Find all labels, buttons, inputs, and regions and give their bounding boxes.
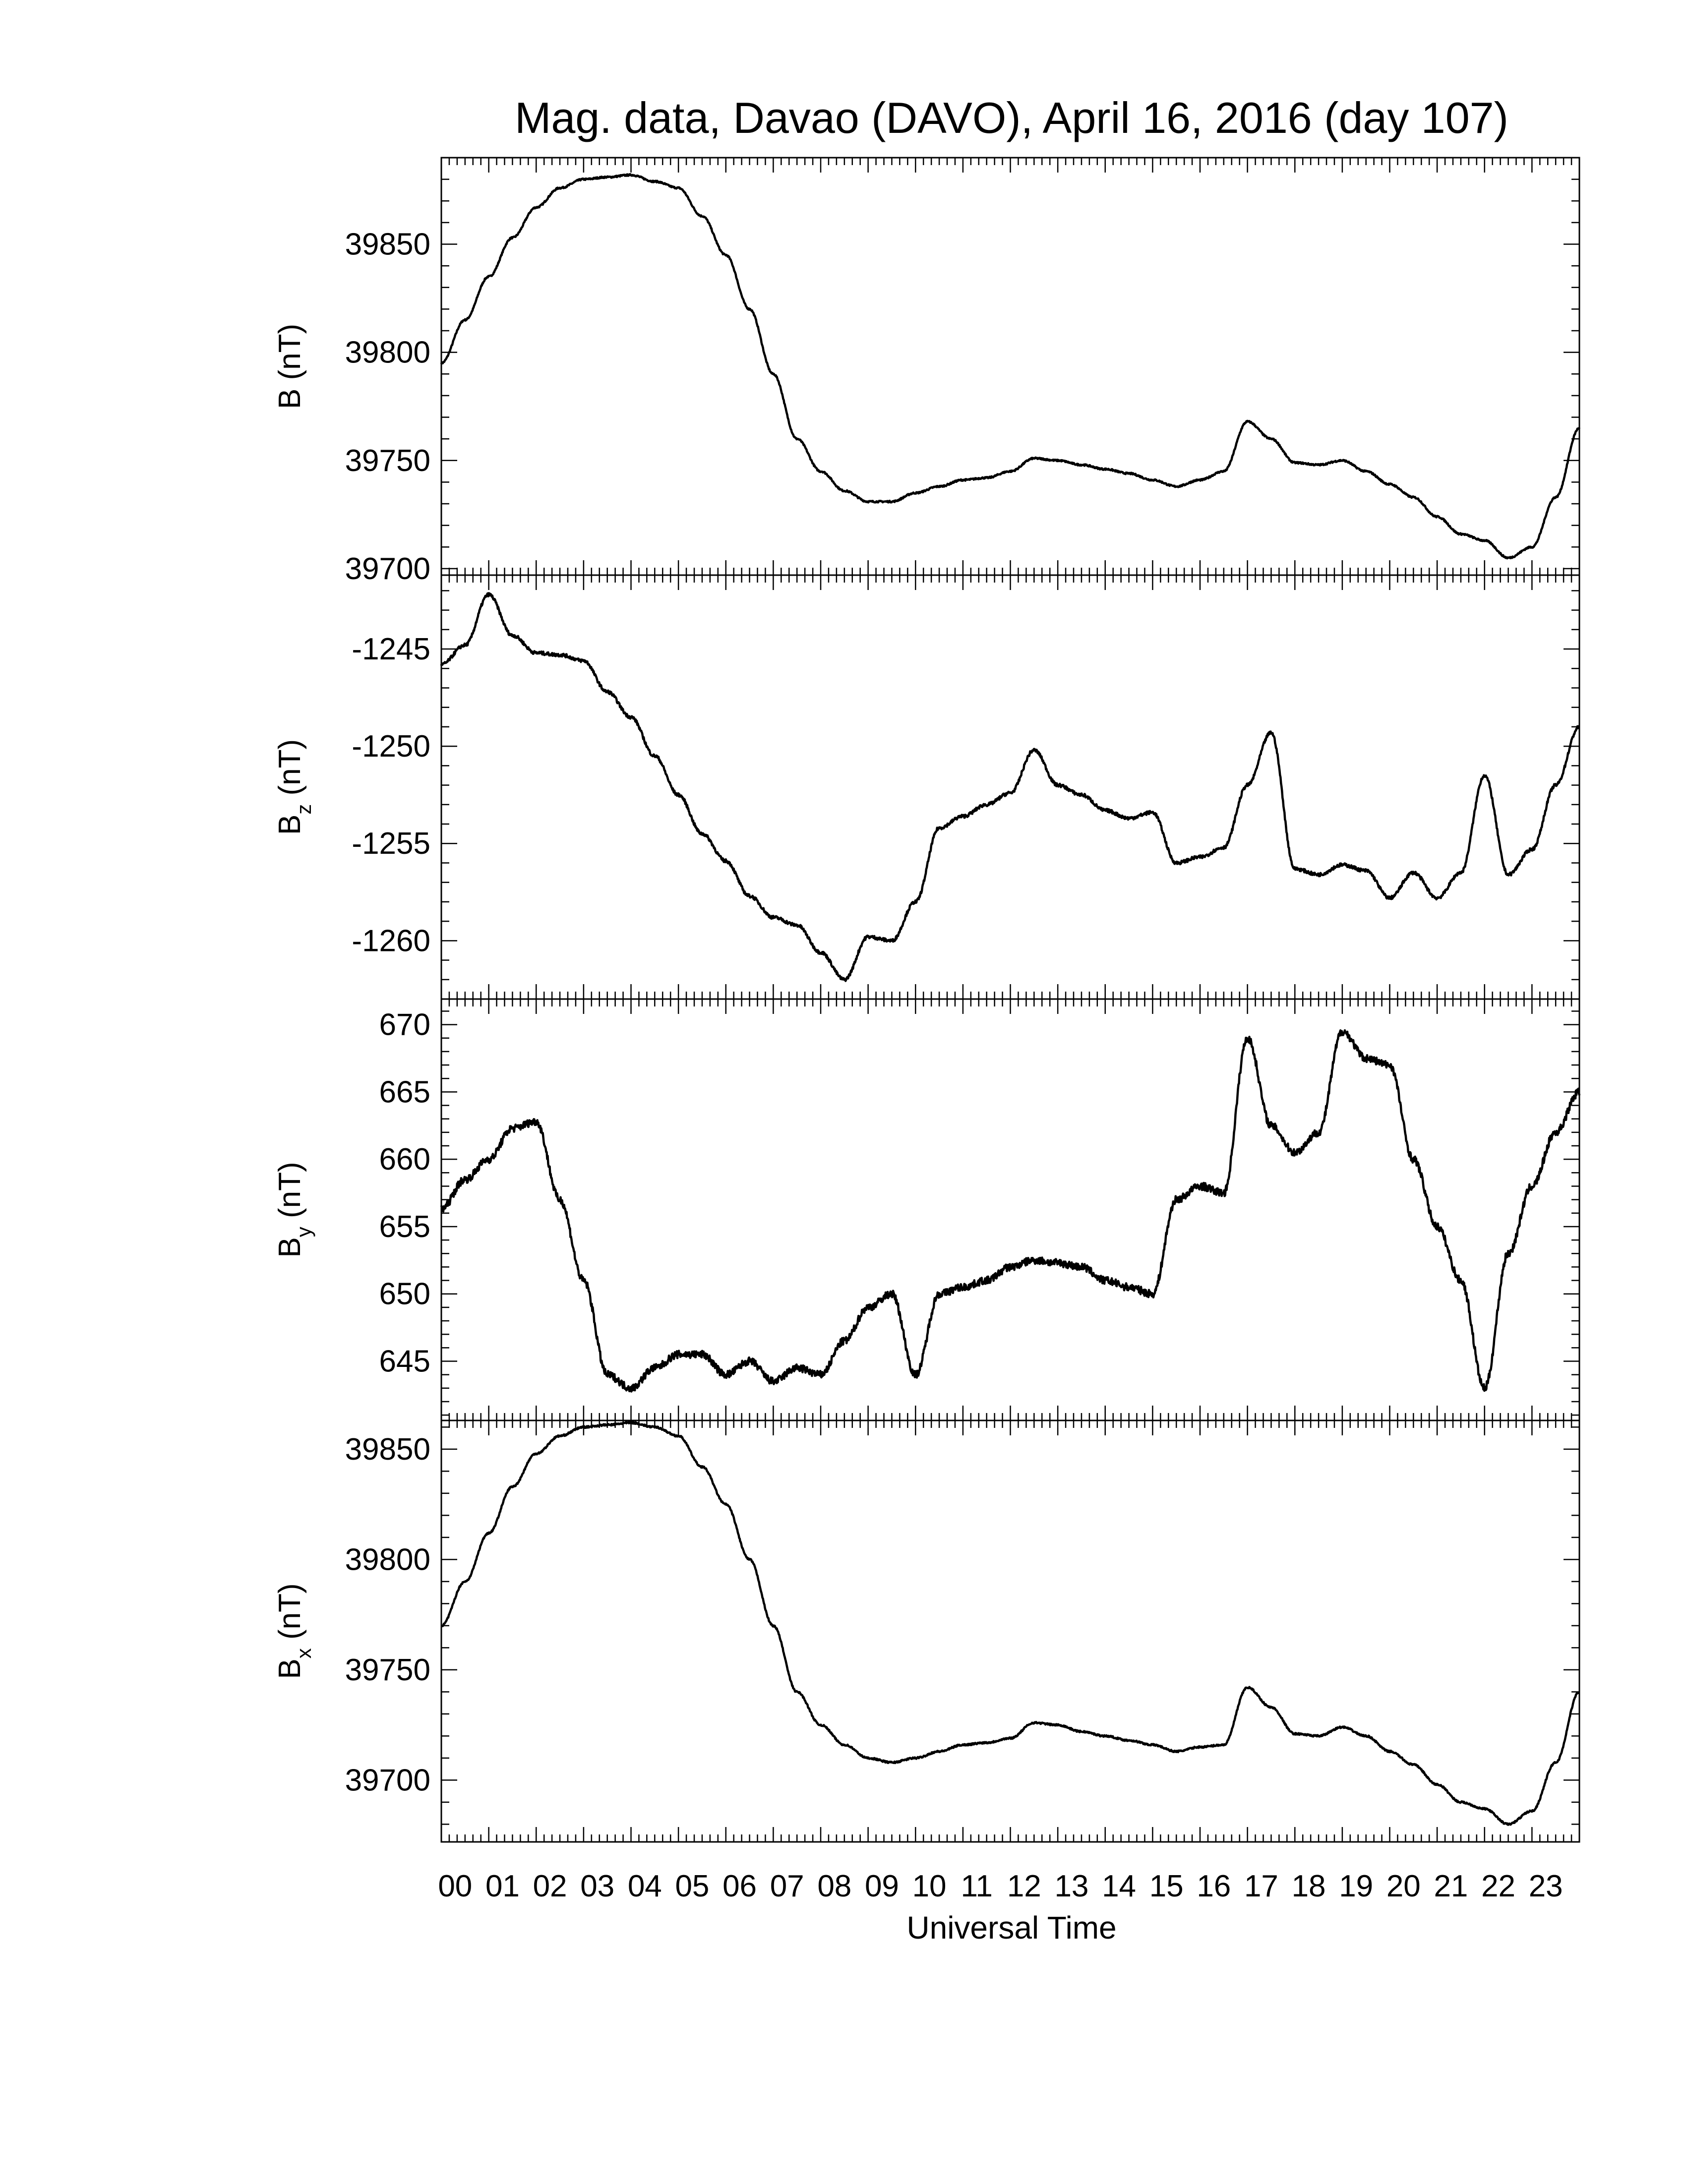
x-tick-label: 21 [1434, 1869, 1468, 1903]
x-tick-label: 02 [533, 1869, 567, 1903]
y-axis-title-subscript: z [292, 804, 315, 815]
series-line-bx [440, 1420, 1580, 1826]
x-tick-label: 05 [675, 1869, 709, 1903]
x-tick-label: 17 [1244, 1869, 1278, 1903]
y-tick-label: 39800 [345, 1542, 430, 1577]
x-tick-label: 22 [1481, 1869, 1515, 1903]
y-tick-label: 665 [379, 1075, 430, 1109]
y-tick-label: 660 [379, 1142, 430, 1177]
y-tick-label: 39700 [345, 552, 430, 586]
y-tick-label: 39850 [345, 1432, 430, 1467]
y-tick-label: 650 [379, 1277, 430, 1311]
y-axis-title-unit: (nT) [273, 739, 307, 804]
y-axis-title-bx: Bx (nT) [273, 1583, 315, 1679]
y-tick-label: 645 [379, 1345, 430, 1379]
y-axis-title-main: B [273, 1658, 307, 1679]
y-axis-title-unit: (nT) [273, 324, 307, 389]
y-axis-title-bz: Bz (nT) [273, 739, 315, 835]
y-axis-title-main: B [273, 389, 307, 409]
x-tick-label: 12 [1007, 1869, 1041, 1903]
x-tick-label: 11 [961, 1869, 993, 1903]
y-tick-label: -1260 [352, 924, 430, 958]
x-tick-label: 16 [1197, 1869, 1231, 1903]
x-tick-label: 03 [580, 1869, 614, 1903]
panel-bz: -1260 -1255 -1250 -1245 Bz (nT) [273, 574, 1580, 1000]
x-tick-label: 15 [1149, 1869, 1184, 1903]
y-tick-label: 39750 [345, 1653, 430, 1687]
chart-title: Mag. data, Davao (DAVO), April 16, 2016 … [515, 93, 1508, 142]
x-tick-label: 00 [438, 1869, 472, 1903]
series-line-b [440, 173, 1581, 560]
series-line-by [440, 1029, 1581, 1393]
x-tick-label: 14 [1102, 1869, 1136, 1903]
x-tick-labels: 00 01 02 03 04 05 06 07 08 09 10 11 12 13 14 15 16 17 18 19… [438, 1869, 1563, 1903]
y-axis-title-main: B [273, 815, 307, 835]
panel-b: 39700 39750 39800 39850 B (nT) [273, 157, 1581, 586]
x-axis-title: Universal Time [906, 1910, 1116, 1946]
y-tick-label: 39800 [345, 336, 430, 370]
y-tick-label: 655 [379, 1210, 430, 1244]
x-tick-label: 13 [1054, 1869, 1088, 1903]
y-tick-label: 39700 [345, 1763, 430, 1797]
y-axis-title-unit: (nT) [273, 1162, 307, 1227]
x-tick-label: 23 [1529, 1869, 1563, 1903]
panel-bx: 39700 39750 39800 39850 Bx (nT) [273, 1419, 1580, 1843]
y-axis-title-subscript: y [292, 1227, 315, 1237]
x-tick-label: 04 [628, 1869, 662, 1903]
y-axis-title-unit: (nT) [273, 1583, 307, 1648]
x-tick-label: 01 [485, 1869, 520, 1903]
y-tick-label: -1255 [352, 826, 430, 861]
y-axis-title-subscript: x [292, 1648, 315, 1658]
y-tick-label: 39850 [345, 228, 430, 262]
x-tick-label: 10 [912, 1869, 947, 1903]
y-axis-title-b: B (nT) [273, 324, 307, 409]
series-line-bz [440, 592, 1580, 982]
y-axis-title-main: B [273, 1237, 307, 1257]
panels-group: 39700 39750 39800 39850 B (nT) -1260 -1255 -125… [273, 157, 1581, 1843]
x-tick-label: 08 [817, 1869, 851, 1903]
x-tick-label: 20 [1386, 1869, 1421, 1903]
x-tick-label: 06 [723, 1869, 757, 1903]
x-tick-label: 09 [865, 1869, 899, 1903]
x-tick-label: 07 [770, 1869, 804, 1903]
y-tick-label: -1250 [352, 729, 430, 764]
y-tick-label: -1245 [352, 632, 430, 666]
y-tick-label: 670 [379, 1008, 430, 1042]
x-tick-label: 19 [1339, 1869, 1373, 1903]
y-tick-label: 39750 [345, 444, 430, 478]
x-tick-label: 18 [1292, 1869, 1326, 1903]
y-axis-title-by: By (nT) [273, 1162, 315, 1257]
